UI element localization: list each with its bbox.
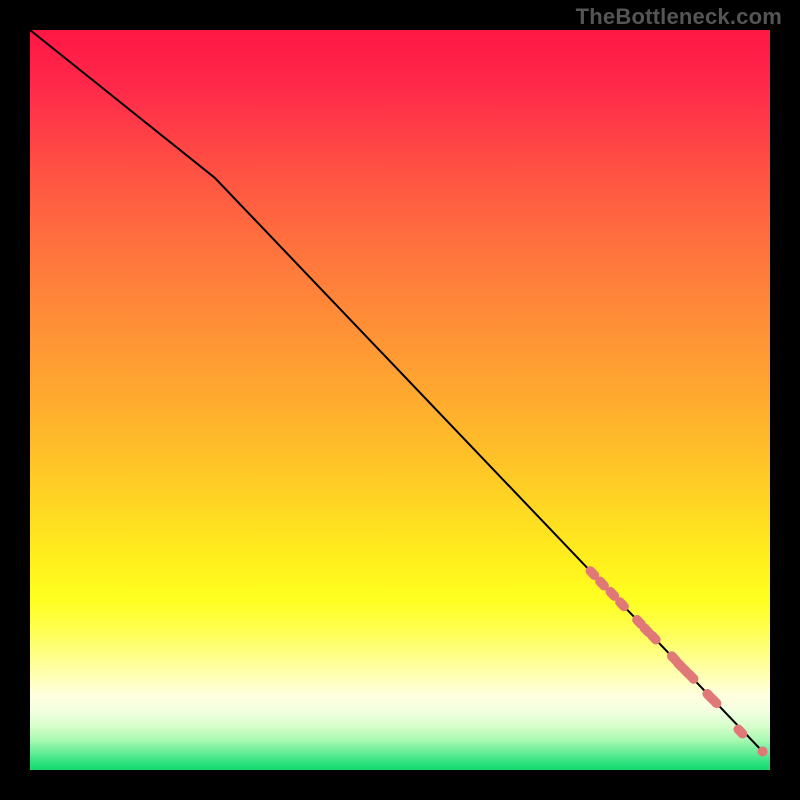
gradient-background <box>30 30 770 770</box>
endpoint-marker <box>758 747 768 757</box>
plot-area <box>30 30 770 770</box>
watermark-text: TheBottleneck.com <box>576 4 782 30</box>
chart-frame: TheBottleneck.com <box>0 0 800 800</box>
chart-svg <box>30 30 770 770</box>
